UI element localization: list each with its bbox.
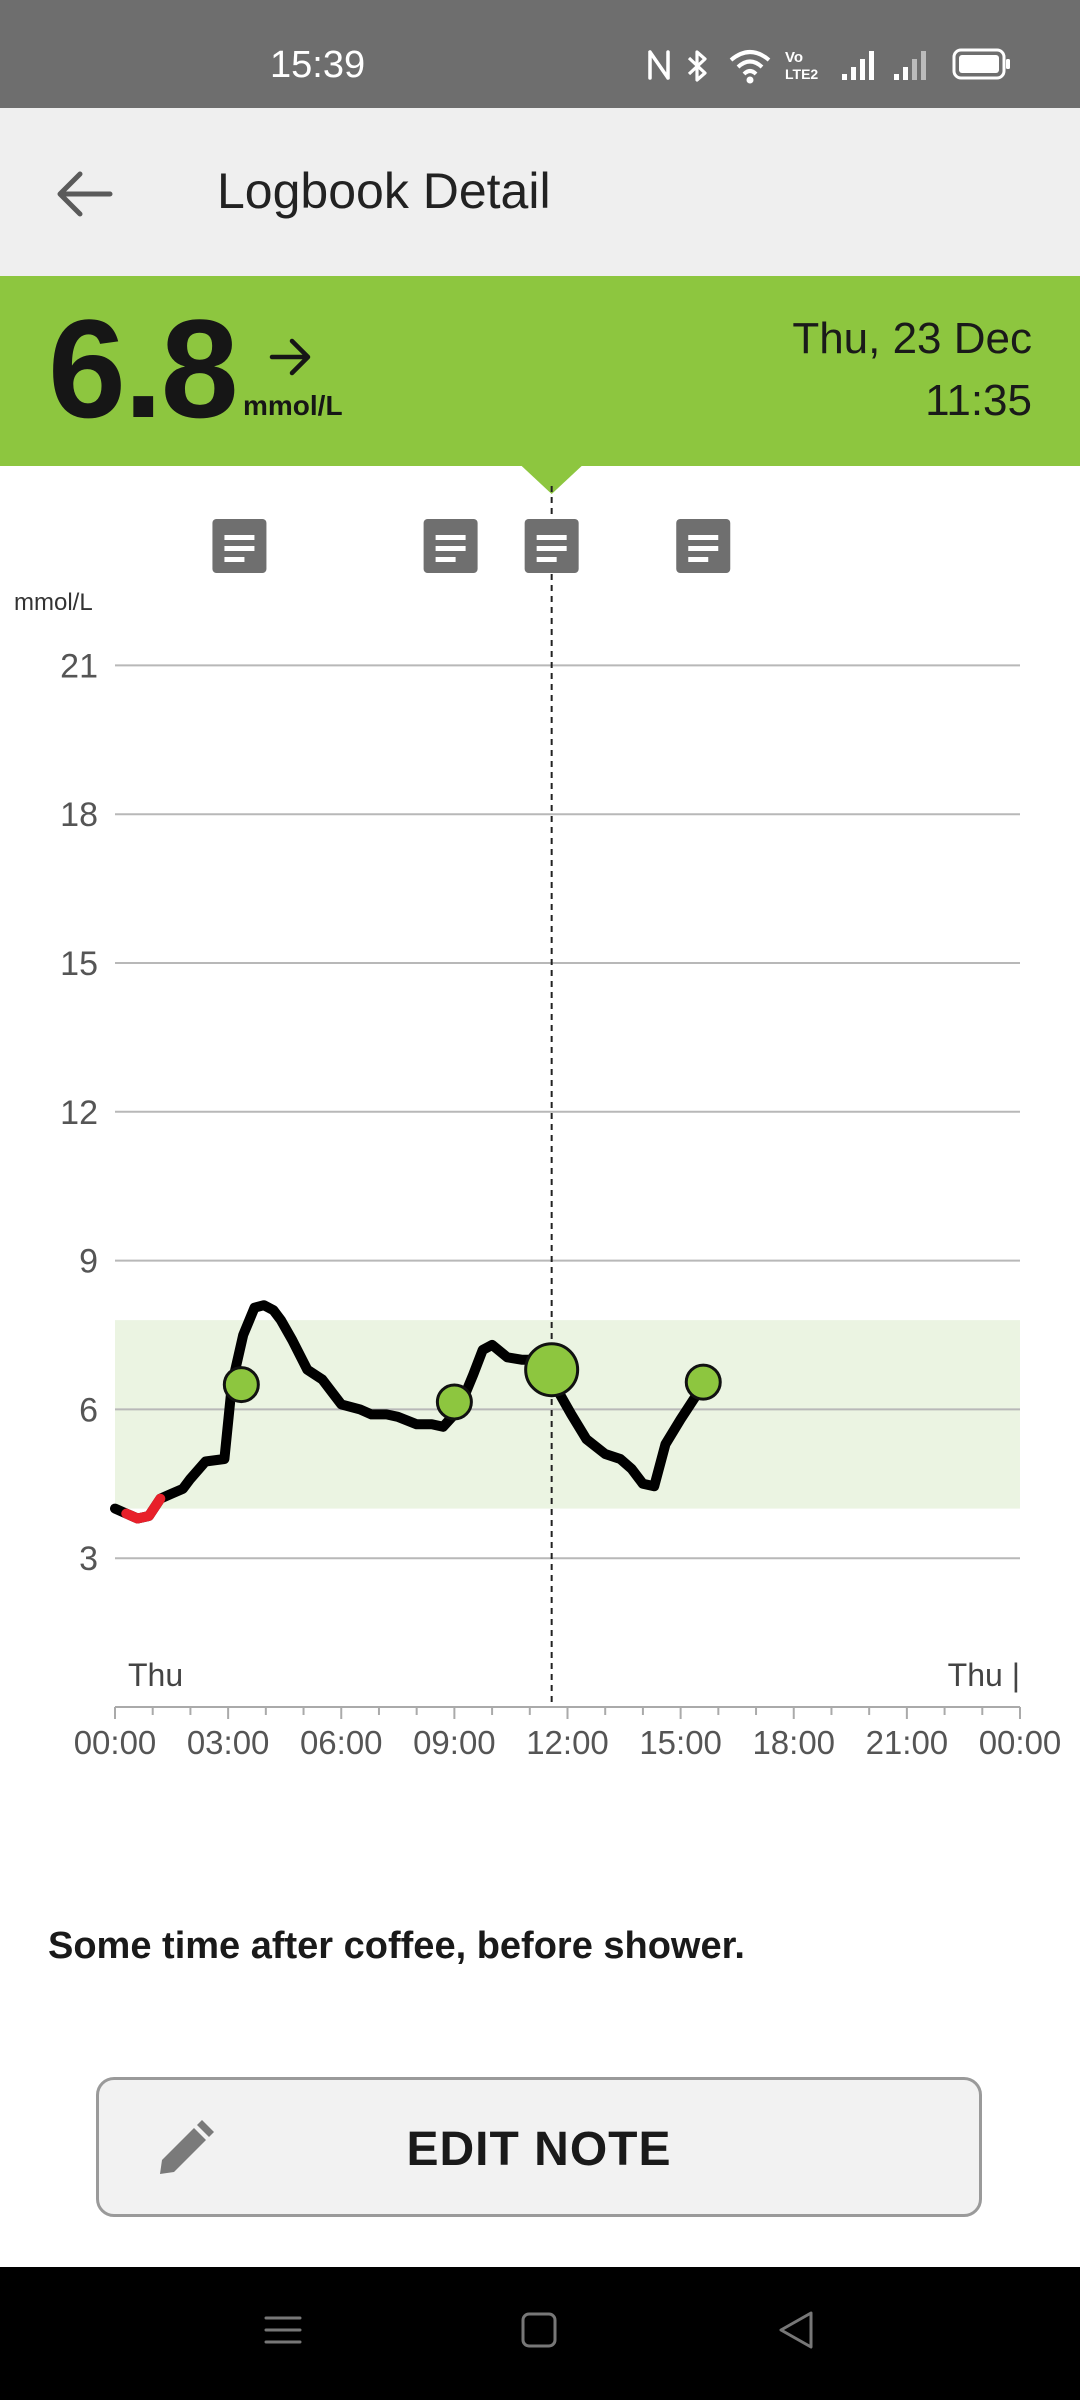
glucose-unit: mmol/L xyxy=(243,390,343,421)
signal-icon xyxy=(842,51,874,80)
note-text: Some time after coffee, before shower. xyxy=(48,1925,745,1967)
y-tick-label: 3 xyxy=(79,1540,98,1578)
reading-time: 11:35 xyxy=(925,376,1032,425)
y-tick-label: 6 xyxy=(79,1391,98,1429)
pencil-icon xyxy=(160,2120,214,2174)
selected-scan-point[interactable] xyxy=(524,1342,580,1398)
glucose-chart[interactable]: mmol/L 3 6 9 12 15 18 21 00:00 03:00 06:00 09:00 1… xyxy=(0,466,1080,1806)
arrow-right-icon xyxy=(269,338,311,376)
wifi-icon xyxy=(729,50,771,84)
status-time: 15:39 xyxy=(270,44,366,86)
edit-note-button[interactable]: EDIT NOTE xyxy=(96,2077,982,2217)
back-button[interactable] xyxy=(40,154,130,234)
y-axis-label: mmol/L xyxy=(14,589,93,616)
x-end-label: Thu | xyxy=(948,1657,1020,1693)
note-markers xyxy=(212,519,731,573)
svg-text:Vo: Vo xyxy=(785,49,803,66)
x-tick-label: 00:00 xyxy=(979,1724,1062,1761)
bluetooth-icon xyxy=(687,50,707,82)
x-tick-label: 21:00 xyxy=(866,1724,949,1761)
signal-weak-icon xyxy=(894,51,926,80)
x-tick-label: 15:00 xyxy=(639,1724,722,1761)
x-tick-label: 12:00 xyxy=(526,1724,609,1761)
glucose-curve xyxy=(110,1300,709,1524)
x-tick-label: 09:00 xyxy=(413,1724,496,1761)
battery-icon xyxy=(952,48,1010,80)
scan-point[interactable] xyxy=(222,1366,260,1404)
scan-point[interactable] xyxy=(435,1383,473,1421)
x-axis: 00:00 03:00 06:00 09:00 12:00 15:00 18:00 21:00… xyxy=(74,1706,1062,1761)
volte-icon: Vo LTE2 xyxy=(785,49,818,82)
navigation-bar xyxy=(0,2267,1080,2400)
note-marker-icon[interactable] xyxy=(676,519,731,573)
back-triangle-icon[interactable] xyxy=(775,2309,817,2351)
note-marker-icon[interactable] xyxy=(423,519,478,573)
reading-date: Thu, 23 Dec xyxy=(792,314,1032,363)
low-glucose-segment xyxy=(121,1493,166,1524)
scan-point[interactable] xyxy=(684,1363,722,1401)
y-axis-ticks: 3 6 9 12 15 18 21 xyxy=(60,647,98,1578)
reading-panel: 6.8 mmol/L Thu, 23 Dec 11:35 xyxy=(0,276,1080,466)
y-tick-label: 21 xyxy=(60,647,98,685)
glucose-value: 6.8 xyxy=(48,290,239,447)
edit-note-label: EDIT NOTE xyxy=(406,2123,672,2176)
arrow-back-icon xyxy=(57,171,113,217)
home-icon[interactable] xyxy=(518,2309,560,2351)
note-marker-icon[interactable] xyxy=(212,519,267,573)
page-title: Logbook Detail xyxy=(217,163,551,219)
menu-icon[interactable] xyxy=(262,2309,304,2351)
x-tick-label: 06:00 xyxy=(300,1724,383,1761)
x-start-label: Thu xyxy=(128,1657,183,1693)
nfc-icon xyxy=(648,50,670,80)
y-tick-label: 15 xyxy=(60,945,98,983)
status-bar: 15:39 Vo LTE2 xyxy=(0,0,1080,108)
grid-lines xyxy=(115,664,1020,1560)
y-tick-label: 18 xyxy=(60,796,98,834)
x-tick-label: 00:00 xyxy=(74,1724,157,1761)
app-bar: Logbook Detail xyxy=(0,108,1080,276)
note-marker-icon[interactable] xyxy=(524,519,579,573)
scan-points xyxy=(222,1342,722,1421)
svg-text:LTE2: LTE2 xyxy=(785,66,818,82)
x-tick-label: 03:00 xyxy=(187,1724,270,1761)
selection-pointer xyxy=(521,466,582,494)
y-tick-label: 12 xyxy=(60,1094,98,1132)
y-tick-label: 9 xyxy=(79,1243,98,1281)
x-tick-label: 18:00 xyxy=(752,1724,835,1761)
